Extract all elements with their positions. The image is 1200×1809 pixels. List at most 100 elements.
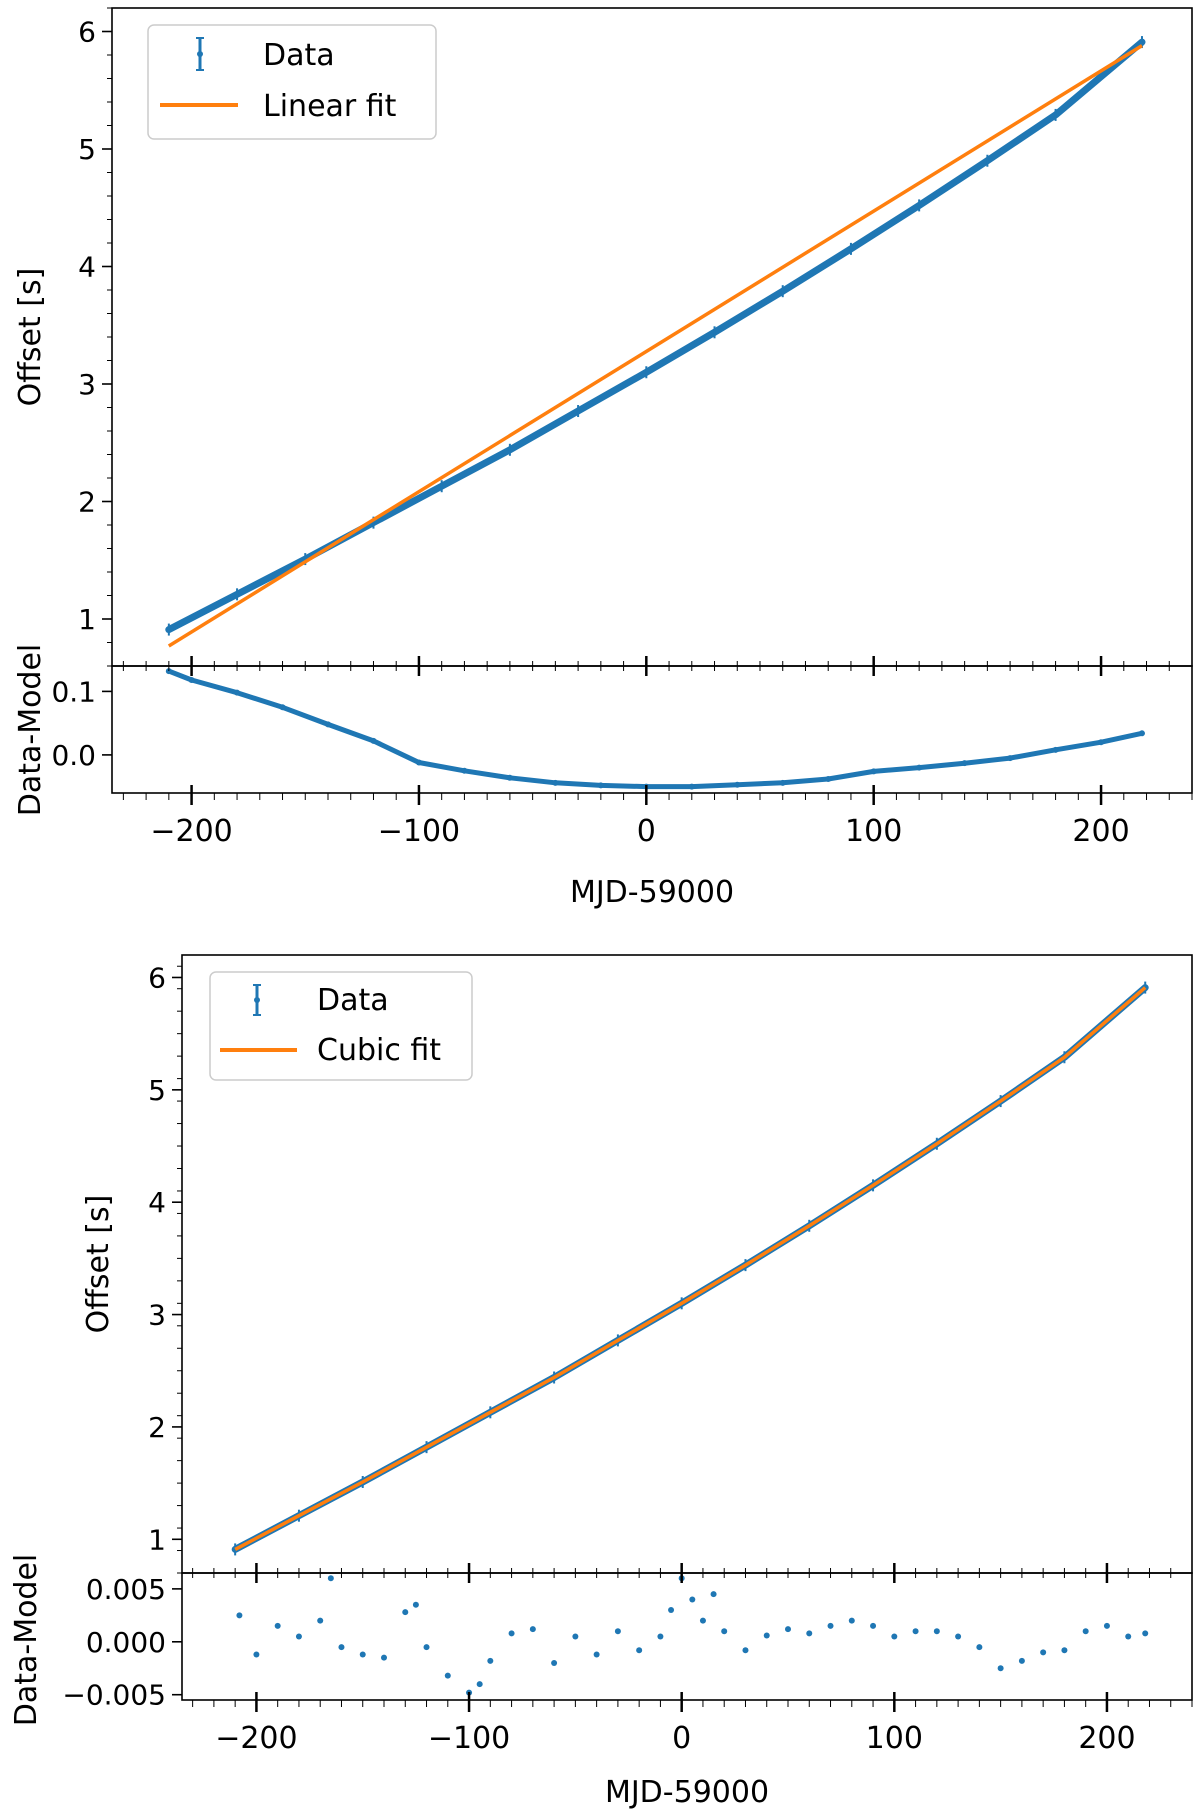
top-residual-point-20 — [1052, 746, 1059, 753]
bottom-main-ytick-label-5: 6 — [148, 961, 166, 994]
bottom-residual-point-36 — [870, 1622, 877, 1629]
bottom-main-ytick-label-4: 5 — [148, 1074, 166, 1107]
top-residual-ylabel: Data-Model — [13, 644, 48, 817]
bottom-legend-fit-label: Cubic fit — [317, 1033, 441, 1068]
bottom-residual-point-2 — [274, 1622, 281, 1629]
top-residual-point-4 — [325, 721, 331, 728]
bottom-residual-point-48 — [1125, 1633, 1132, 1640]
bottom-residual-frame — [181, 1572, 1193, 1701]
top-legend-box — [147, 24, 437, 140]
bottom-residual-point-41 — [976, 1644, 983, 1651]
bottom-legend-data-icon — [253, 984, 261, 1016]
top-xtick-label-1: −100 — [378, 814, 460, 849]
bottom-residual-point-46 — [1082, 1628, 1089, 1635]
bottom-xticks: −200 −100 0 100 200 — [192, 1563, 1193, 1756]
bottom-residual-ytick-label-0: −0.005 — [62, 1679, 166, 1712]
top-xticks: −200 −100 0 100 200 — [122, 656, 1193, 849]
top-residual-point-7 — [461, 767, 468, 774]
bottom-residual-point-23 — [657, 1633, 664, 1640]
bottom-main-marks — [231, 981, 1149, 1556]
top-residual-point-5 — [370, 737, 377, 744]
bottom-residual-point-11 — [423, 1644, 430, 1651]
top-residual-point-8 — [506, 774, 513, 781]
bottom-xtick-label-1: −100 — [428, 1721, 510, 1756]
top-residual-point-0 — [165, 668, 172, 675]
bottom-residual-point-6 — [338, 1644, 345, 1651]
top-main-ytick-label-4: 5 — [78, 133, 96, 166]
bottom-main-yticks: 1 2 3 4 5 6 — [148, 961, 182, 1574]
top-residual-point-14 — [779, 779, 786, 786]
bottom-residual-point-47 — [1103, 1622, 1110, 1629]
top-residual-point-18 — [961, 760, 968, 767]
bottom-xtick-label-3: 100 — [866, 1721, 923, 1756]
bottom-residual-point-33 — [806, 1630, 813, 1637]
top-residual-point-15 — [825, 776, 832, 783]
top-residual-point-10 — [597, 782, 604, 789]
top-residual-point-13 — [734, 781, 741, 788]
bottom-residual-point-26 — [689, 1596, 696, 1603]
bottom-residual-point-18 — [551, 1659, 558, 1666]
top-xlabel: MJD-59000 — [570, 875, 734, 910]
bottom-xlabel: MJD-59000 — [605, 1775, 769, 1809]
bottom-residual-point-1 — [253, 1651, 260, 1658]
bottom-residual-point-9 — [402, 1609, 409, 1616]
bottom-residual-ylabel: Data-Model — [9, 1554, 44, 1727]
bottom-residual-yticks: −0.005 0.000 0.005 — [62, 1573, 182, 1712]
top-residual-yticks: 0.0 0.1 — [51, 675, 112, 772]
top-residual-point-12 — [688, 783, 695, 790]
bottom-residual-point-42 — [997, 1665, 1004, 1672]
bottom-residual-point-10 — [412, 1601, 419, 1608]
bottom-chart: 1 2 3 4 5 6 Offset [s] Data Cubic fit −0.005 0… — [9, 954, 1193, 1809]
top-residual-point-2 — [234, 689, 241, 696]
bottom-residual-point-17 — [529, 1626, 536, 1633]
top-main-ytick-label-0: 1 — [78, 603, 96, 636]
top-residual-point-3 — [279, 704, 286, 711]
bottom-residual-point-28 — [710, 1591, 717, 1598]
top-xtick-label-4: 200 — [1072, 814, 1129, 849]
bottom-residual-point-45 — [1061, 1647, 1068, 1654]
top-residual-point-21 — [1098, 739, 1105, 746]
bottom-residual-point-20 — [593, 1651, 600, 1658]
bottom-main-ylabel: Offset [s] — [81, 1195, 116, 1334]
top-residual-point-16 — [870, 768, 877, 775]
bottom-main-ytick-label-2: 3 — [148, 1299, 166, 1332]
bottom-residual-point-0 — [236, 1612, 243, 1619]
top-residual-point-6 — [415, 759, 422, 766]
bottom-residual-point-7 — [359, 1651, 366, 1658]
top-legend-data-icon — [196, 37, 204, 71]
bottom-residual-point-49 — [1142, 1630, 1149, 1637]
top-residual-ytick-label-0: 0.0 — [51, 739, 96, 772]
bottom-residual-point-14 — [476, 1681, 483, 1688]
bottom-main-ytick-label-3: 4 — [148, 1186, 166, 1219]
bottom-residual-point-3 — [295, 1633, 302, 1640]
bottom-residual-point-5 — [327, 1575, 334, 1582]
bottom-legend-data-label: Data — [317, 983, 389, 1018]
bottom-residual-point-32 — [785, 1626, 791, 1633]
bottom-residual-point-12 — [444, 1672, 451, 1679]
top-main-ytick-label-2: 3 — [78, 368, 96, 401]
bottom-residual-point-29 — [721, 1628, 728, 1635]
top-legend-data-label: Data — [263, 38, 335, 73]
bottom-residual-point-8 — [381, 1654, 387, 1661]
bottom-fit-line — [234, 986, 1147, 1551]
top-residual-axes: 0.0 0.1 Data-Model −200 −100 0 100 200 MJD-59… — [13, 644, 1193, 910]
top-xtick-label-2: 0 — [637, 814, 656, 849]
top-legend-fit-label: Linear fit — [263, 89, 397, 124]
bottom-residual-ytick-label-2: 0.005 — [86, 1573, 166, 1606]
bottom-residual-point-24 — [668, 1607, 675, 1614]
top-legend: Data Linear fit — [147, 24, 437, 140]
top-main-ytick-label-1: 2 — [78, 486, 96, 519]
bottom-residual-point-27 — [699, 1617, 706, 1624]
bottom-residual-point-15 — [487, 1657, 494, 1664]
top-xtick-label-3: 100 — [845, 814, 902, 849]
top-residual-point-1 — [188, 676, 195, 683]
top-main-ytick-label-3: 4 — [78, 251, 96, 284]
top-residual-frame — [111, 665, 1193, 794]
top-xtick-label-0: −200 — [150, 814, 232, 849]
bottom-residual-point-16 — [508, 1630, 515, 1637]
bottom-residual-axes: −0.005 0.000 0.005 Data-Model −200 −100 0 100… — [9, 1554, 1193, 1809]
top-main-ylabel: Offset [s] — [13, 268, 48, 407]
bottom-xtick-label-4: 200 — [1078, 1721, 1135, 1756]
bottom-residual-point-44 — [1040, 1649, 1047, 1656]
